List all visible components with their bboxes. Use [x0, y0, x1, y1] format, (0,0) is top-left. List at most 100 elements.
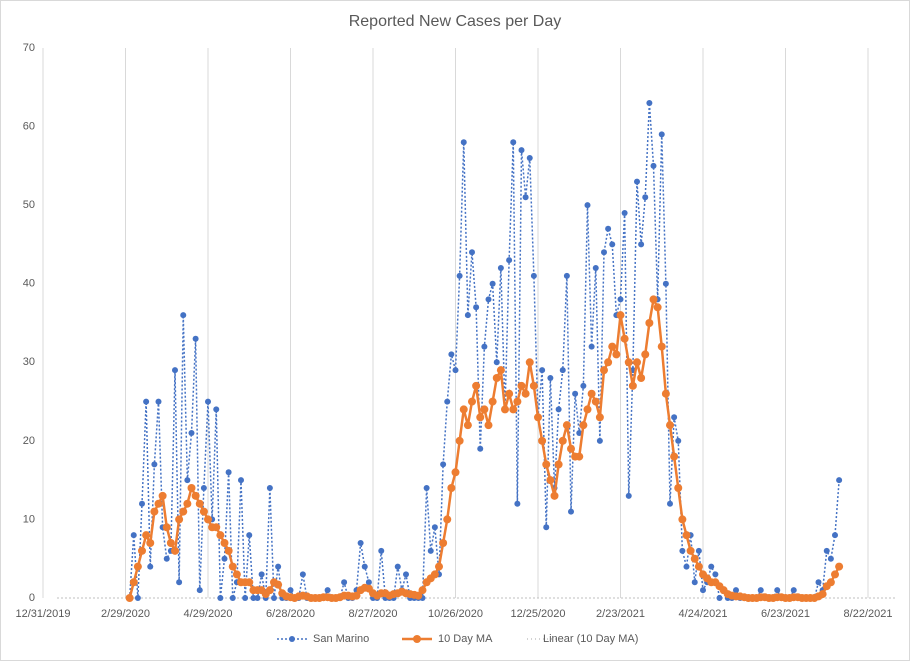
data-point [514, 500, 521, 507]
data-point [440, 461, 447, 468]
data-point [220, 539, 229, 547]
data-point [171, 546, 179, 555]
data-point [489, 280, 496, 287]
data-point [662, 280, 669, 287]
data-point [254, 595, 261, 601]
data-point [271, 595, 277, 601]
data-point [472, 381, 481, 390]
data-point [150, 507, 159, 516]
data-point [221, 555, 228, 562]
data-point [823, 547, 830, 554]
data-point [634, 178, 640, 185]
data-point [435, 562, 443, 571]
data-point [757, 587, 764, 594]
data-point [459, 405, 468, 414]
data-point [562, 421, 571, 430]
data-point [299, 571, 306, 578]
data-point [517, 381, 526, 390]
data-point [509, 405, 518, 414]
data-point [818, 590, 827, 599]
data-point [158, 491, 167, 500]
data-point [200, 485, 207, 491]
data-point [505, 389, 514, 398]
x-tick-label: 6/28/2020 [266, 608, 315, 620]
data-point [568, 508, 574, 515]
data-point [484, 421, 493, 430]
data-point [583, 405, 592, 414]
data-point [624, 358, 633, 367]
data-point [175, 515, 184, 524]
data-point [604, 358, 613, 367]
data-point [682, 531, 691, 540]
data-point [547, 375, 554, 381]
data-point [378, 547, 385, 554]
data-point [712, 571, 719, 578]
data-point [180, 312, 187, 319]
data-point [587, 389, 596, 398]
data-point [518, 147, 525, 154]
data-point [695, 547, 702, 554]
x-tick-label: 4/24/2021 [679, 608, 728, 620]
data-point [492, 374, 501, 382]
data-point [591, 397, 600, 406]
data-point [675, 437, 682, 444]
data-point [394, 563, 401, 570]
data-point [455, 436, 464, 445]
data-point [534, 413, 542, 422]
y-tick-label: 20 [23, 435, 35, 447]
data-point [645, 319, 654, 327]
data-point [183, 499, 192, 508]
data-point [650, 162, 657, 169]
data-point [452, 367, 459, 374]
data-point [835, 562, 844, 571]
data-point [213, 406, 220, 413]
x-tick-label: 12/25/2020 [510, 608, 565, 620]
data-point [365, 579, 372, 586]
x-tick-label: 6/23/2021 [761, 608, 810, 620]
data-point [612, 350, 621, 359]
data-point [670, 452, 679, 461]
data-point [790, 587, 797, 594]
legend-marker [289, 636, 295, 642]
data-point [187, 484, 196, 492]
data-point [468, 397, 476, 406]
data-point [576, 430, 583, 436]
data-point [212, 523, 221, 532]
data-point [678, 515, 687, 524]
data-point [447, 484, 456, 492]
data-point [592, 265, 599, 271]
data-point [130, 532, 137, 539]
data-point [558, 436, 567, 445]
data-point [686, 546, 695, 555]
x-tick-label: 4/29/2020 [184, 608, 233, 620]
data-point [542, 460, 551, 469]
data-point [476, 413, 485, 422]
data-point [204, 515, 212, 524]
data-point [608, 342, 617, 351]
data-point [139, 500, 145, 507]
data-point [649, 295, 658, 304]
data-point [199, 507, 208, 516]
data-point [661, 389, 670, 398]
chart-title: Reported New Cases per Day [349, 13, 562, 30]
data-point [427, 547, 434, 554]
data-point [188, 430, 195, 436]
data-point [815, 579, 822, 586]
data-point [625, 492, 632, 499]
data-point [154, 499, 163, 508]
legend-label: Linear (10 Day MA) [543, 633, 638, 645]
data-point [657, 342, 666, 351]
data-point [184, 477, 191, 484]
data-point [224, 546, 233, 555]
data-point [658, 131, 665, 138]
data-point [146, 539, 155, 547]
y-tick-label: 60 [23, 120, 35, 132]
data-point [575, 452, 584, 461]
data-point [653, 303, 662, 312]
data-point [513, 397, 522, 406]
data-point [166, 539, 175, 547]
legend-label: 10 Day MA [438, 633, 493, 645]
data-point [708, 563, 715, 570]
data-point [480, 405, 489, 414]
data-point [129, 578, 138, 587]
